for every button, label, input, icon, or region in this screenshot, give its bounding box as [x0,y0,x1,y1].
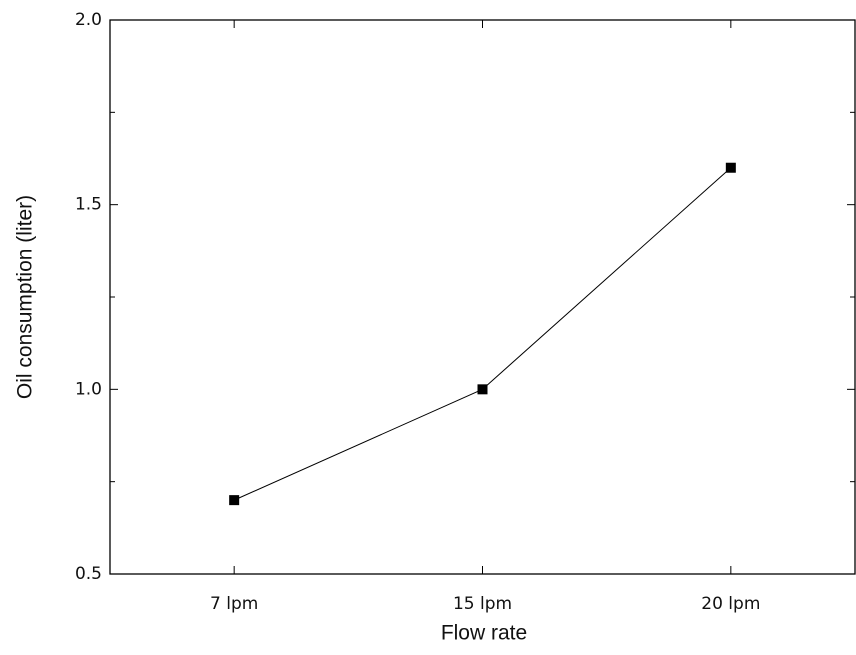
x-tick-label: 7 lpm [210,594,258,614]
y-tick-label: 1.0 [75,379,102,399]
plot-frame [110,20,855,574]
chart: Flow rate Oil consumption (liter) 0.5 1.0… [0,0,856,655]
x-tick-label: 20 lpm [701,594,760,614]
marker [478,384,488,394]
x-axis-label: Flow rate [441,622,527,645]
marker [726,163,736,173]
y-tick-label: 2.0 [75,10,102,30]
marker [229,495,239,505]
y-tick-label: 0.5 [75,564,102,584]
x-tick-label: 15 lpm [453,594,512,614]
y-axis-label: Oil consumption (liter) [14,195,37,399]
y-tick-label: 1.5 [75,195,102,215]
line [234,168,731,500]
